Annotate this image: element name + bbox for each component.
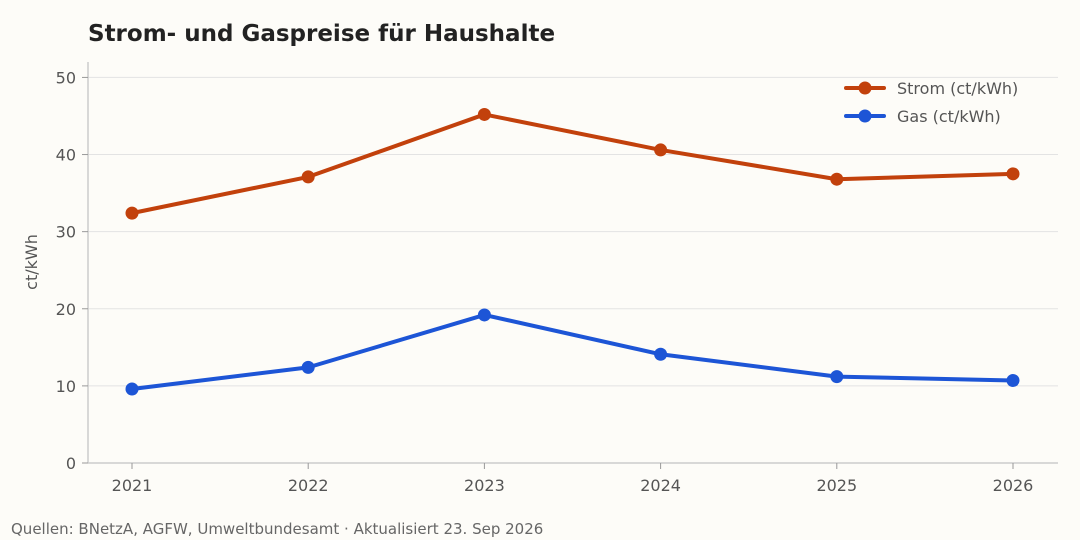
series-line <box>130 312 1015 391</box>
x-tick-label: 2023 <box>464 476 505 495</box>
x-tick-label: 2024 <box>640 476 681 495</box>
legend-marker <box>858 109 872 123</box>
x-axis-ticks: 2021 2022 2023 2024 2025 2026 <box>112 463 1034 495</box>
legend-marker <box>858 81 872 95</box>
y-tick-label: 10 <box>56 377 76 396</box>
data-point <box>125 382 139 396</box>
series-line <box>130 112 1015 216</box>
gridlines <box>88 76 1058 387</box>
data-point <box>830 172 844 186</box>
legend-label: Strom (ct/kWh) <box>897 79 1018 98</box>
x-tick-label: 2021 <box>112 476 153 495</box>
series-0 <box>125 107 1020 220</box>
y-tick-label: 0 <box>66 454 76 473</box>
data-point <box>477 107 491 121</box>
series-lines <box>125 107 1020 396</box>
x-tick-label: 2025 <box>816 476 857 495</box>
data-point <box>654 143 668 157</box>
series-1 <box>125 308 1020 396</box>
y-axis-label: ct/kWh <box>22 234 41 290</box>
x-tick-label: 2022 <box>288 476 329 495</box>
data-point <box>477 308 491 322</box>
y-tick-label: 40 <box>56 146 76 165</box>
data-point <box>301 360 315 374</box>
data-point <box>1006 373 1020 387</box>
x-tick-label: 2026 <box>993 476 1034 495</box>
source-note: Quellen: BNetzA, AGFW, Umweltbundesamt ·… <box>11 520 543 538</box>
data-point <box>1006 167 1020 181</box>
chart-title: Strom- und Gaspreise für Haushalte <box>88 21 555 47</box>
y-tick-label: 30 <box>56 223 76 242</box>
legend-item: Gas (ct/kWh) <box>844 107 1001 126</box>
legend-label: Gas (ct/kWh) <box>897 107 1001 126</box>
legend: Strom (ct/kWh) Gas (ct/kWh) <box>844 79 1018 126</box>
y-tick-label: 50 <box>56 68 76 87</box>
data-point <box>301 170 315 184</box>
y-tick-label: 20 <box>56 300 76 319</box>
data-point <box>654 347 668 361</box>
data-point <box>125 206 139 220</box>
data-point <box>830 370 844 384</box>
y-axis-ticks: 0 10 20 30 40 50 <box>56 68 88 473</box>
legend-item: Strom (ct/kWh) <box>844 79 1018 98</box>
